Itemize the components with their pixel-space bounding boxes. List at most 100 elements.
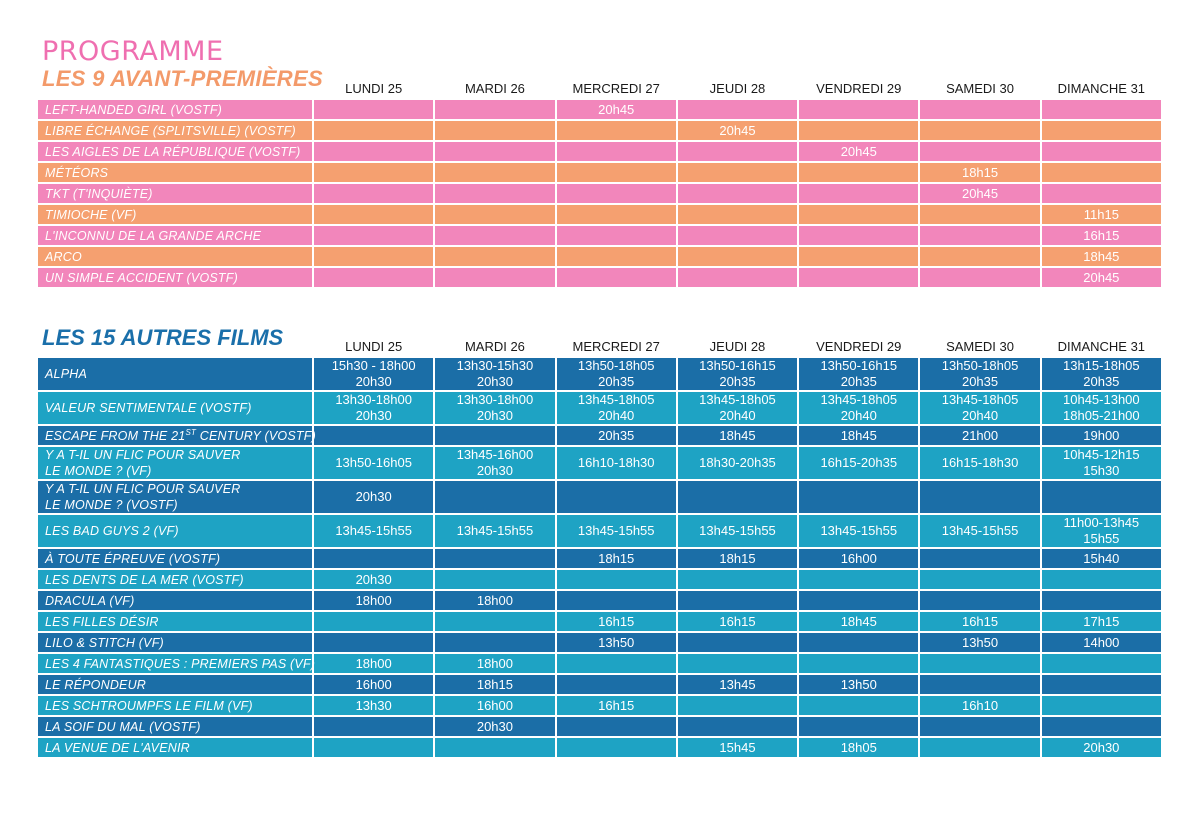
showtime: 18h15 [719, 550, 756, 566]
showtime: 16h15 [961, 613, 999, 629]
showtime-cell: 18h45 [1039, 245, 1164, 268]
showtime: 15h45 [719, 739, 756, 755]
showtime-cell: 11h15 [1039, 203, 1164, 226]
showtime: 10h45-13h00 [1063, 392, 1140, 407]
showtime-cell [311, 424, 436, 447]
showtime-cell: 16h00 [311, 673, 436, 696]
showtime-cell: 13h50-16h05 [311, 445, 436, 481]
table-row: DRACULA (VF) 18h00 18h00 [36, 589, 1164, 612]
showtime: 20h35 [840, 374, 877, 389]
showtime-cell [311, 140, 436, 163]
table-row: LA VENUE DE L'AVENIR 15h45 18h05 20h30 [36, 736, 1164, 759]
showtime: 16h10-18h30 [577, 455, 655, 470]
showtime: 13h30 [355, 697, 392, 713]
showtime-cell: 20h30 [311, 568, 436, 591]
section-title-avant-premieres: LES 9 AVANT-PREMIÈRES [42, 66, 323, 91]
showtime-cell [1039, 161, 1164, 184]
film-title: ALPHA [36, 356, 314, 392]
table-row: LEFT-HANDED GIRL (VOSTF) 20h45 [36, 98, 1164, 121]
showtime-cell [675, 245, 800, 268]
showtime-cell [311, 245, 436, 268]
showtime: 18h05 [840, 739, 877, 755]
showtime: 13h50-16h15 [699, 358, 776, 373]
showtime-cell [1039, 589, 1164, 612]
table-row: VALEUR SENTIMENTALE (VOSTF) 13h30-18h00 20… [36, 390, 1164, 426]
film-title-line: LE MONDE ? (VF) [45, 464, 152, 478]
showtime: 15h30 - 18h00 [331, 358, 416, 373]
showtime-cell [554, 245, 678, 268]
showtime-cell: 20h45 [1039, 266, 1164, 289]
showtime-cell: 20h45 [797, 140, 921, 163]
film-title: ARCO [36, 245, 314, 268]
showtime-cell: 13h50 [554, 631, 678, 654]
showtime: 20h30 [476, 718, 513, 734]
showtime-cell [554, 715, 678, 738]
film-title: À TOUTE ÉPREUVE (VOSTF) [36, 547, 314, 570]
showtime-cell: 16h00 [433, 694, 557, 717]
showtime: 20h30 [355, 489, 392, 504]
showtime-cell: 18h00 [433, 652, 557, 675]
showtime: 13h45 [719, 676, 756, 692]
table-row: Y A T-IL UN FLIC POUR SAUVER LE MONDE ? (… [36, 479, 1164, 515]
showtime-cell [554, 119, 678, 142]
showtime-cell [797, 715, 921, 738]
film-title: LES AIGLES DE LA RÉPUBLIQUE (VOSTF) [36, 140, 314, 163]
showtime: 17h15 [1083, 613, 1120, 629]
showtime-cell [433, 161, 557, 184]
day-header: LUNDI 25 [345, 339, 403, 354]
film-title: Y A T-IL UN FLIC POUR SAUVER LE MONDE ? (… [36, 445, 314, 481]
showtime-cell [918, 589, 1042, 612]
showtime-cell [918, 140, 1042, 163]
film-title: LEFT-HANDED GIRL (VOSTF) [36, 98, 314, 121]
showtime: 13h45-18h05 [577, 392, 655, 407]
showtime-cell: 15h45 [675, 736, 800, 759]
showtime-cell [433, 182, 557, 205]
film-title: LES FILLES DÉSIR [36, 610, 314, 633]
showtime-cell [797, 182, 921, 205]
showtime-cell: 17h15 [1039, 610, 1164, 633]
showtime: 18h15 [476, 676, 513, 692]
film-title: MÉTÉORS [36, 161, 314, 184]
showtime-cell [1039, 182, 1164, 205]
showtime: 11h00-13h45 [1063, 515, 1140, 530]
showtime-cell [675, 98, 800, 121]
avant-premieres-table: LUNDI 25 MARDI 26 MERCREDI 27 JEUDI 28 V… [36, 74, 1164, 289]
showtime-cell: 13h45-15h55 [554, 513, 678, 549]
film-title: VALEUR SENTIMENTALE (VOSTF) [36, 390, 314, 426]
showtime-cell: 18h05 [797, 736, 921, 759]
showtime-cell [554, 736, 678, 759]
showtime-cell [433, 266, 557, 289]
showtime: 13h15-18h05 [1063, 358, 1140, 373]
showtime-cell: 20h45 [918, 182, 1042, 205]
showtime: 20h35 [961, 374, 999, 389]
showtime-cell [797, 479, 921, 515]
showtime-cell [675, 479, 800, 515]
table-row: LILO & STITCH (VF) 13h50 13h50 14h00 [36, 631, 1164, 654]
showtime-cell: 16h15 [1039, 224, 1164, 247]
showtime-cell: 13h50-18h05 20h35 [918, 356, 1042, 392]
table-row: ARCO 18h45 [36, 245, 1164, 268]
showtime: 20h40 [719, 408, 756, 423]
film-title-line: LES FILLES DÉSIR [45, 614, 159, 629]
showtime-cell [433, 631, 557, 654]
showtime-cell [311, 182, 436, 205]
table-row: L'INCONNU DE LA GRANDE ARCHE 16h15 [36, 224, 1164, 247]
showtime: 20h30 [355, 408, 392, 423]
showtime-cell [311, 119, 436, 142]
showtime: 13h45-18h05 [941, 392, 1019, 407]
showtime-cell [797, 203, 921, 226]
day-header: MARDI 26 [464, 81, 525, 96]
showtime-cell [311, 224, 436, 247]
showtime-cell [1039, 479, 1164, 515]
showtime-cell [554, 182, 678, 205]
showtime-cell: 20h45 [675, 119, 800, 142]
showtime-cell: 13h45-18h05 20h40 [554, 390, 678, 426]
showtime: 13h50 [961, 634, 999, 650]
showtime-cell [554, 568, 678, 591]
showtime-cell [675, 694, 800, 717]
day-header: JEUDI 28 [709, 339, 766, 354]
showtime: 16h15 [598, 613, 635, 629]
showtime: 18h00 [476, 655, 513, 671]
film-title-line: À TOUTE ÉPREUVE (VOSTF) [45, 551, 221, 566]
showtime-cell [554, 140, 678, 163]
